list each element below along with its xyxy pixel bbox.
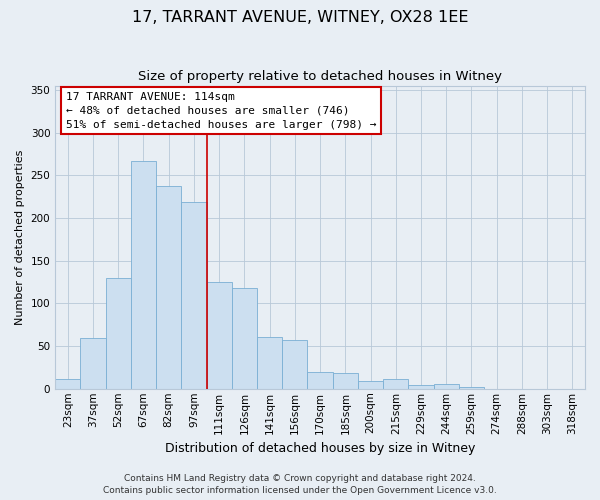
Text: 17, TARRANT AVENUE, WITNEY, OX28 1EE: 17, TARRANT AVENUE, WITNEY, OX28 1EE bbox=[132, 10, 468, 25]
Bar bbox=[358, 381, 383, 389]
Bar bbox=[181, 202, 206, 389]
Text: 17 TARRANT AVENUE: 114sqm
← 48% of detached houses are smaller (746)
51% of semi: 17 TARRANT AVENUE: 114sqm ← 48% of detac… bbox=[66, 92, 376, 130]
Bar bbox=[383, 380, 409, 389]
Bar bbox=[332, 374, 358, 389]
X-axis label: Distribution of detached houses by size in Witney: Distribution of detached houses by size … bbox=[165, 442, 475, 455]
Title: Size of property relative to detached houses in Witney: Size of property relative to detached ho… bbox=[138, 70, 502, 83]
Bar bbox=[80, 338, 106, 389]
Bar bbox=[156, 186, 181, 389]
Bar bbox=[206, 282, 232, 389]
Bar bbox=[409, 386, 434, 389]
Bar bbox=[307, 372, 332, 389]
Bar bbox=[232, 288, 257, 389]
Bar bbox=[434, 384, 459, 389]
Bar bbox=[106, 278, 131, 389]
Text: Contains HM Land Registry data © Crown copyright and database right 2024.
Contai: Contains HM Land Registry data © Crown c… bbox=[103, 474, 497, 495]
Y-axis label: Number of detached properties: Number of detached properties bbox=[15, 150, 25, 325]
Bar bbox=[282, 340, 307, 389]
Bar bbox=[257, 336, 282, 389]
Bar bbox=[55, 378, 80, 389]
Bar bbox=[459, 387, 484, 389]
Bar bbox=[131, 160, 156, 389]
